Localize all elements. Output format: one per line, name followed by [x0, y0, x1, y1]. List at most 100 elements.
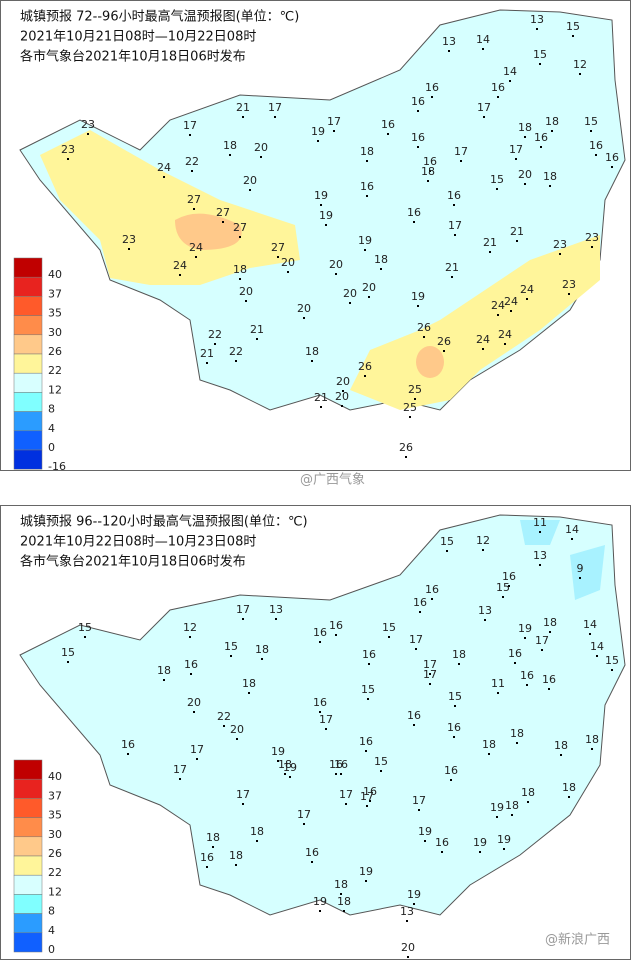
legend-swatch: [13, 817, 43, 838]
station-value: 15: [61, 646, 75, 659]
station-value: 19: [407, 888, 421, 901]
station-dot: [245, 300, 247, 302]
station-value: 20: [230, 723, 244, 736]
station-dot: [311, 360, 313, 362]
station-value: 18: [482, 738, 496, 751]
station-value: 21: [510, 225, 524, 238]
station-dot: [239, 278, 241, 280]
station-value: 16: [360, 180, 374, 193]
map-title: 各市气象台2021年10月18日06时发布: [20, 554, 246, 570]
station-value: 19: [497, 833, 511, 846]
station-value: 15: [584, 115, 598, 128]
legend-swatch: [13, 449, 43, 470]
station-value: 18: [545, 115, 559, 128]
legend-label: 35: [48, 809, 62, 822]
station-dot: [549, 631, 551, 633]
station-dot: [87, 133, 89, 135]
station-dot: [366, 160, 368, 162]
station-dot: [548, 688, 550, 690]
station-value: 20: [343, 287, 357, 300]
station-value: 18: [255, 643, 269, 656]
station-dot: [479, 851, 481, 853]
station-value: 18: [554, 739, 568, 752]
legend-label: 22: [48, 364, 62, 377]
station-dot: [591, 748, 593, 750]
station-dot: [333, 130, 335, 132]
station-dot: [551, 130, 553, 132]
station-dot: [319, 641, 321, 643]
station-value: 17: [412, 794, 426, 807]
station-dot: [342, 390, 344, 392]
station-value: 16: [444, 764, 458, 777]
station-dot: [559, 253, 561, 255]
watermark: @新浪广西: [545, 932, 610, 948]
station-dot: [460, 160, 462, 162]
legend-swatch: [13, 353, 43, 374]
station-dot: [289, 776, 291, 778]
station-value: 22: [208, 328, 222, 341]
station-dot: [504, 343, 506, 345]
station-value: 25: [403, 401, 417, 414]
station-dot: [260, 156, 262, 158]
station-dot: [335, 634, 337, 636]
legend-swatch: [13, 798, 43, 818]
station-value: 18: [510, 727, 524, 740]
legend-label: 35: [48, 307, 62, 320]
station-dot: [303, 317, 305, 319]
legend-swatch: [13, 296, 43, 316]
station-dot: [193, 711, 195, 713]
station-value: 16: [411, 131, 425, 144]
station-value: 15: [440, 535, 454, 548]
station-dot: [311, 861, 313, 863]
legend-label: 26: [48, 345, 62, 358]
station-dot: [431, 598, 433, 600]
station-value: 16: [425, 81, 439, 94]
station-value: 17: [360, 790, 374, 803]
station-value: 16: [363, 785, 377, 798]
station-dot: [443, 350, 445, 352]
station-value: 24: [504, 295, 518, 308]
station-dot: [256, 840, 258, 842]
station-dot: [429, 683, 431, 685]
station-value: 20: [254, 141, 268, 154]
station-dot: [560, 754, 562, 756]
station-value: 18: [157, 664, 171, 677]
station-dot: [539, 531, 541, 533]
station-value: 14: [590, 640, 604, 653]
station-dot: [496, 188, 498, 190]
station-value: 13: [530, 13, 544, 26]
station-value: 22: [185, 155, 199, 168]
legend-swatch: [13, 894, 43, 914]
station-dot: [451, 276, 453, 278]
station-value: 26: [399, 441, 413, 454]
station-dot: [496, 816, 498, 818]
station-dot: [407, 956, 409, 958]
map-title: 2021年10月21日08时—10月22日08时: [20, 30, 256, 45]
station-value: 19: [313, 895, 327, 908]
station-dot: [196, 758, 198, 760]
station-dot: [510, 310, 512, 312]
legend-label: 4: [48, 422, 55, 435]
station-value: 16: [329, 619, 343, 632]
station-dot: [229, 154, 231, 156]
legend-swatch: [13, 315, 43, 336]
station-dot: [497, 96, 499, 98]
station-dot: [236, 738, 238, 740]
station-value: 15: [361, 683, 375, 696]
station-value: 17: [477, 101, 491, 114]
station-dot: [369, 800, 371, 802]
legend-label: 37: [48, 789, 62, 802]
station-dot: [417, 305, 419, 307]
station-value: 19: [358, 234, 372, 247]
legend-label: 8: [48, 905, 55, 918]
station-value: 17: [535, 634, 549, 647]
station-dot: [319, 910, 321, 912]
legend-swatch: [13, 430, 43, 451]
station-value: 17: [423, 668, 437, 681]
station-value: 20: [518, 168, 532, 181]
station-dot: [429, 673, 431, 675]
station-dot: [526, 298, 528, 300]
station-value: 26: [358, 360, 372, 373]
station-value: 14: [565, 523, 579, 536]
station-value: 12: [183, 621, 197, 634]
